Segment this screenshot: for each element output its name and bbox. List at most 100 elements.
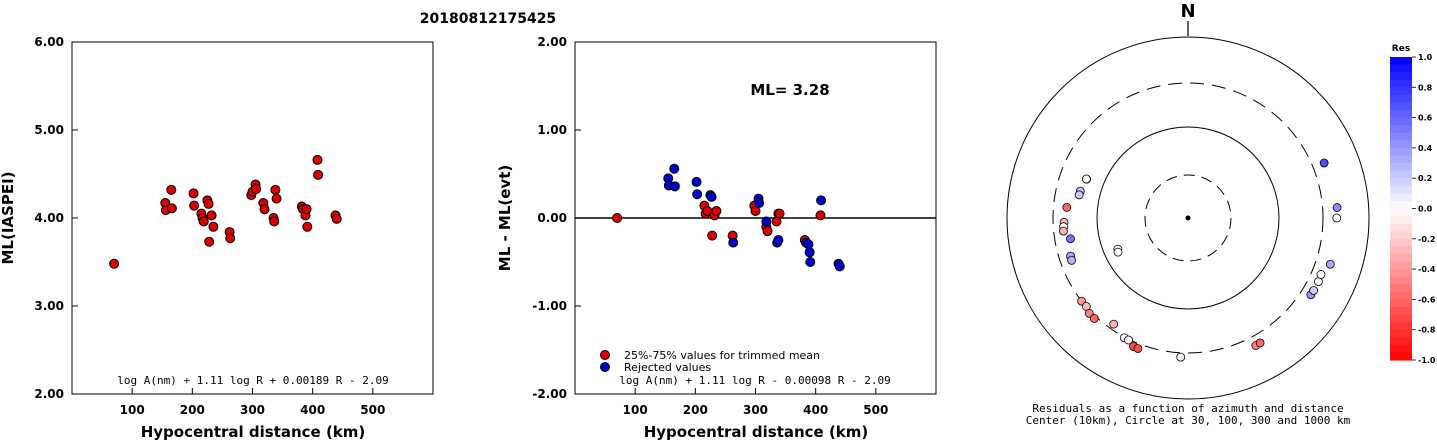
data-point bbox=[669, 181, 680, 192]
colorbar-tick-label: 1.0 bbox=[1418, 53, 1433, 62]
ring-300km bbox=[1052, 82, 1324, 354]
formula-1: log A(nm) + 1.11 log R + 0.00189 R - 2.0… bbox=[117, 374, 389, 387]
data-point bbox=[312, 154, 323, 165]
colorbar-tick-label: -0.2 bbox=[1418, 235, 1436, 244]
data-point bbox=[270, 184, 281, 195]
polar-point bbox=[1332, 203, 1342, 212]
data-point bbox=[711, 205, 722, 216]
y-tick-label: -1.00 bbox=[532, 299, 567, 313]
polar-point bbox=[1062, 202, 1072, 212]
colorbar-cell bbox=[1390, 329, 1412, 338]
polar-point bbox=[1316, 270, 1326, 279]
data-point bbox=[834, 261, 845, 272]
data-point bbox=[669, 163, 680, 174]
colorbar-cell bbox=[1390, 284, 1412, 293]
colorbar-cell bbox=[1390, 87, 1412, 96]
chart-ml-iaspei: ML(IASPEI) Hypocentral distance (km) log… bbox=[0, 35, 434, 441]
colorbar-tick-label: -0.8 bbox=[1418, 326, 1436, 335]
colorbar-cell bbox=[1390, 337, 1412, 346]
x-tick-label: 400 bbox=[803, 403, 828, 417]
colorbar-tick-label: 0.8 bbox=[1418, 83, 1433, 92]
y-axis-label-1: ML(IASPEI) bbox=[0, 171, 17, 264]
x-tick-label: 500 bbox=[360, 403, 385, 417]
legend-label-trimmed: 25%-75% values for trimmed mean bbox=[624, 349, 820, 362]
legend-marker-rejected bbox=[600, 362, 610, 372]
data-point bbox=[109, 258, 120, 269]
colorbar-cell bbox=[1390, 314, 1412, 323]
colorbar-cell bbox=[1390, 72, 1412, 81]
data-point bbox=[189, 200, 200, 211]
colorbar-tick-label: 0.4 bbox=[1418, 144, 1433, 153]
data-point bbox=[774, 208, 785, 219]
polar-point bbox=[1309, 286, 1318, 295]
y-tick-label: 2.00 bbox=[34, 387, 64, 401]
colorbar-tick-label: 0.2 bbox=[1418, 174, 1432, 183]
data-point bbox=[728, 237, 739, 248]
x-tick-label: 300 bbox=[240, 403, 265, 417]
y-tick-label: 2.00 bbox=[537, 35, 567, 49]
x-tick-label: 300 bbox=[743, 403, 768, 417]
y-tick-label: 0.00 bbox=[537, 211, 567, 225]
x-tick-label: 200 bbox=[180, 403, 205, 417]
data-point bbox=[208, 221, 219, 232]
colorbar-cell bbox=[1390, 57, 1412, 66]
data-point bbox=[804, 247, 815, 258]
data-point bbox=[691, 176, 702, 187]
polar-point bbox=[1255, 338, 1265, 348]
data-point bbox=[805, 257, 816, 267]
ml-value-label: ML= 3.28 bbox=[750, 81, 829, 99]
colorbar-cell bbox=[1390, 238, 1412, 247]
y-axis-label-2: ML - ML(evt) bbox=[496, 165, 514, 271]
polar-point bbox=[1067, 255, 1077, 265]
data-point bbox=[612, 213, 623, 223]
colorbar-cell bbox=[1390, 132, 1412, 141]
data-point bbox=[302, 221, 313, 232]
x-tick-label: 400 bbox=[300, 403, 325, 417]
data-point bbox=[762, 226, 773, 237]
y-tick-label: -2.00 bbox=[532, 387, 567, 401]
colorbar-cell bbox=[1390, 231, 1412, 240]
data-point bbox=[206, 210, 217, 221]
colorbar-cell bbox=[1390, 223, 1412, 232]
ring-1000km bbox=[1006, 36, 1370, 400]
x-tick-label: 100 bbox=[120, 403, 145, 417]
colorbar-cell bbox=[1390, 140, 1412, 149]
polar-point bbox=[1074, 190, 1084, 200]
x-tick-label: 500 bbox=[863, 403, 888, 417]
polar-point bbox=[1059, 226, 1068, 236]
colorbar-cell bbox=[1390, 155, 1412, 164]
figure-title: 20180812175425 bbox=[420, 11, 556, 27]
colorbar-cell bbox=[1390, 185, 1412, 194]
data-point bbox=[773, 235, 784, 245]
polar-point bbox=[1176, 352, 1186, 362]
colorbar-title: Res bbox=[1392, 44, 1410, 54]
polar-caption-1: Residuals as a function of azimuth and d… bbox=[1032, 402, 1343, 415]
colorbar-cell bbox=[1390, 306, 1412, 316]
data-point bbox=[198, 216, 209, 227]
colorbar-cell bbox=[1390, 291, 1412, 300]
data-point bbox=[166, 184, 177, 195]
y-tick-label: 5.00 bbox=[34, 123, 64, 137]
colorbar-cell bbox=[1390, 163, 1412, 172]
polar-point bbox=[1089, 314, 1099, 323]
data-point bbox=[188, 188, 199, 199]
colorbar-cell bbox=[1390, 178, 1412, 187]
colorbar-cell bbox=[1390, 208, 1412, 217]
data-point bbox=[692, 189, 703, 200]
y-tick-label: 3.00 bbox=[34, 299, 64, 313]
data-point bbox=[313, 169, 324, 180]
colorbar-cell bbox=[1390, 102, 1412, 111]
data-point bbox=[754, 198, 765, 209]
colorbar-tick-label: -0.4 bbox=[1418, 265, 1436, 274]
colorbar-cell bbox=[1390, 322, 1412, 331]
colorbar-cell bbox=[1390, 299, 1412, 308]
formula-2: log A(nm) + 1.11 log R - 0.00098 R - 2.0… bbox=[619, 374, 891, 387]
residual-colorbar: Res 1.0 0.8 0.6 0.4 0.2 0.0 -0.2 -0.4 -0.6 -0.8 -1… bbox=[1390, 44, 1436, 365]
y-tick-label: 1.00 bbox=[537, 123, 567, 137]
colorbar-cell bbox=[1390, 344, 1412, 354]
data-point bbox=[706, 191, 717, 202]
data-point bbox=[203, 198, 214, 209]
data-point bbox=[331, 213, 342, 224]
colorbar-cell bbox=[1390, 125, 1412, 134]
data-point bbox=[259, 204, 270, 215]
